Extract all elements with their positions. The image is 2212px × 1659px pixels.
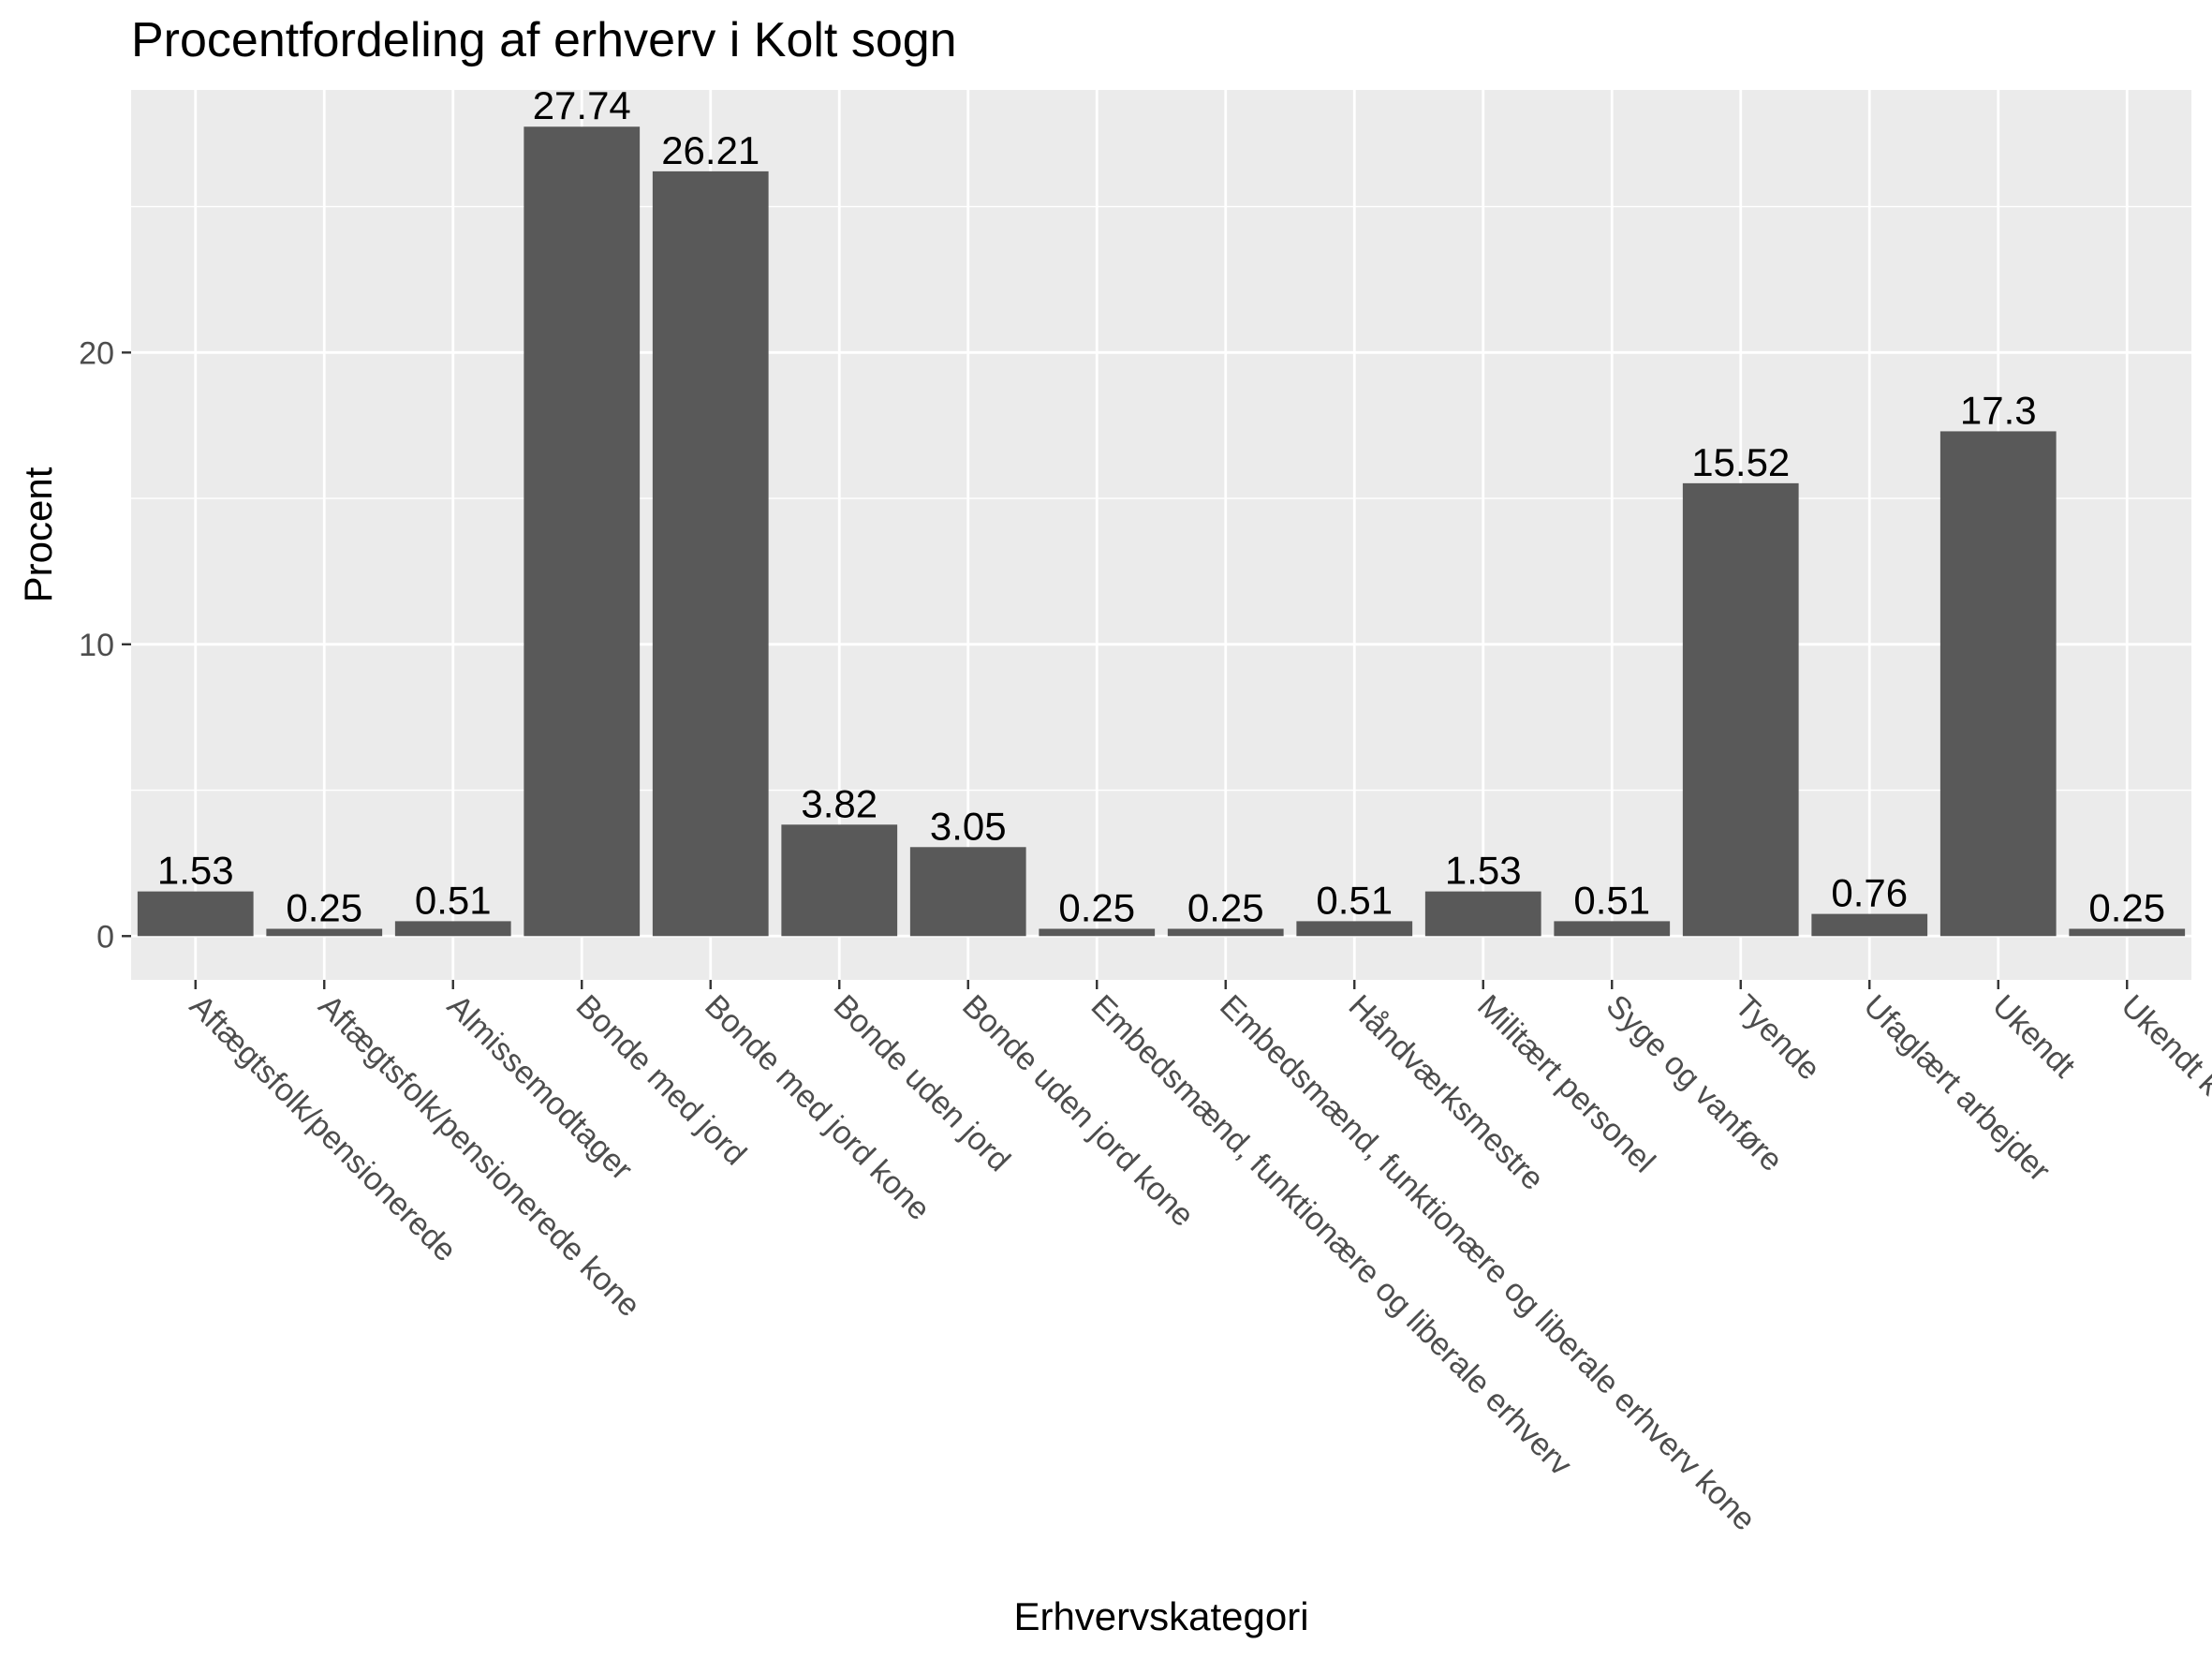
plot-panel	[131, 90, 2191, 980]
data-label: 26.21	[661, 128, 759, 172]
data-label: 3.82	[801, 781, 877, 825]
x-axis-title: Erhvervskategori	[1013, 1594, 1308, 1638]
data-label: 1.53	[157, 849, 234, 893]
bar	[1554, 921, 1671, 937]
x-tick-label: Ukendt	[1985, 988, 2082, 1085]
chart-title: Procentfordeling af erhverv i Kolt sogn	[131, 13, 957, 67]
y-tick-label: 0	[96, 919, 114, 955]
data-label: 0.25	[1058, 885, 1135, 929]
bar	[1167, 928, 1284, 937]
data-label: 0.51	[1573, 878, 1650, 922]
bar	[1682, 482, 1799, 937]
y-axis-title: Procent	[16, 467, 60, 602]
bar	[909, 847, 1026, 937]
y-tick-label: 20	[79, 335, 114, 371]
data-label: 27.74	[533, 83, 631, 127]
bar	[137, 891, 254, 937]
x-tick-label: Aftægtsfolk/pensionerede	[183, 988, 464, 1269]
bar	[266, 928, 383, 937]
data-label: 15.52	[1691, 440, 1790, 484]
x-axis: Aftægtsfolk/pensioneredeAftægtsfolk/pens…	[183, 980, 2212, 1538]
bar	[2069, 928, 2186, 937]
data-label: 3.05	[930, 804, 1007, 848]
data-label: 0.25	[1187, 885, 1264, 929]
x-tick-label: Embedsmænd, funktionære og liberale erhv…	[1084, 988, 1579, 1483]
x-tick-label: Ukendt kone	[2115, 988, 2212, 1140]
bar	[1039, 928, 1156, 937]
bars	[137, 126, 2186, 937]
x-tick-label: Bonde med jord kone	[698, 988, 936, 1227]
data-label: 0.51	[415, 878, 492, 922]
bar	[781, 824, 898, 937]
data-label: 0.25	[2088, 885, 2165, 929]
bar	[524, 126, 641, 937]
bar	[1296, 921, 1413, 937]
data-label: 0.25	[286, 885, 362, 929]
bar	[1939, 431, 2057, 937]
bar	[652, 170, 769, 937]
data-label: 0.76	[1831, 871, 1908, 915]
data-label: 0.51	[1316, 878, 1393, 922]
bar	[1811, 913, 1928, 937]
y-axis: 0 10 20	[79, 335, 131, 955]
x-tick-label: Tyende	[1728, 988, 1827, 1088]
y-tick-label: 10	[79, 628, 114, 663]
x-tick-label: Bonde uden jord kone	[955, 988, 1201, 1234]
bar	[1424, 891, 1541, 937]
data-label: 1.53	[1445, 849, 1522, 893]
data-label: 17.3	[1960, 388, 2037, 432]
bar	[394, 921, 511, 937]
data-labels: 1.53 0.25 0.51 27.74 26.21 3.82 3.05 0.25 0.25 0.…	[157, 83, 2165, 929]
